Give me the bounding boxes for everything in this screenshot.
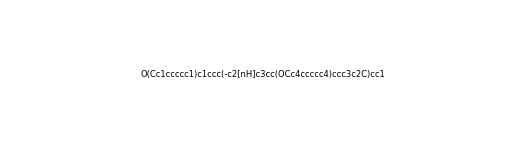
Text: O(Cc1ccccc1)c1ccc(-c2[nH]c3cc(OCc4ccccc4)ccc3c2C)cc1: O(Cc1ccccc1)c1ccc(-c2[nH]c3cc(OCc4ccccc4… <box>140 70 385 79</box>
